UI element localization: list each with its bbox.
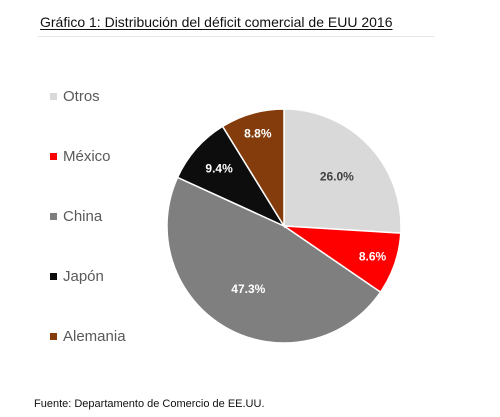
legend-item-mexico: México [50,148,111,165]
data-label-japon: 9.4% [205,162,233,176]
title-divider [38,36,434,37]
data-label-alemania: 8.8% [244,127,272,141]
pie-slice-china [166,176,382,344]
legend-swatch-alemania [50,333,57,340]
pie-slice-alemania [221,108,285,229]
data-label-china: 47.3% [231,282,265,296]
legend-label-alemania: Alemania [63,328,126,345]
legend-label-japon: Japón [63,268,104,285]
legend-label-china: China [63,208,103,225]
legend-swatch-otros [50,93,57,100]
legend-item-china: China [50,208,102,225]
data-label-otros: 26.0% [320,169,354,183]
pie-slice-otros [283,108,402,234]
legend-label-otros: Otros [63,88,100,105]
legend-label-mexico: México [63,148,111,165]
data-label-mexico: 8.6% [359,249,387,263]
legend-swatch-japon [50,273,57,280]
legend-item-otros: Otros [50,88,100,105]
legend-swatch-mexico [50,153,57,160]
chart-title: Gráfico 1: Distribución del déficit come… [40,14,393,30]
legend-item-alemania: Alemania [50,328,126,345]
legend-swatch-china [50,213,57,220]
source-note: Fuente: Departamento de Comercio de EE.U… [34,398,265,410]
legend-item-japon: Japón [50,268,104,285]
